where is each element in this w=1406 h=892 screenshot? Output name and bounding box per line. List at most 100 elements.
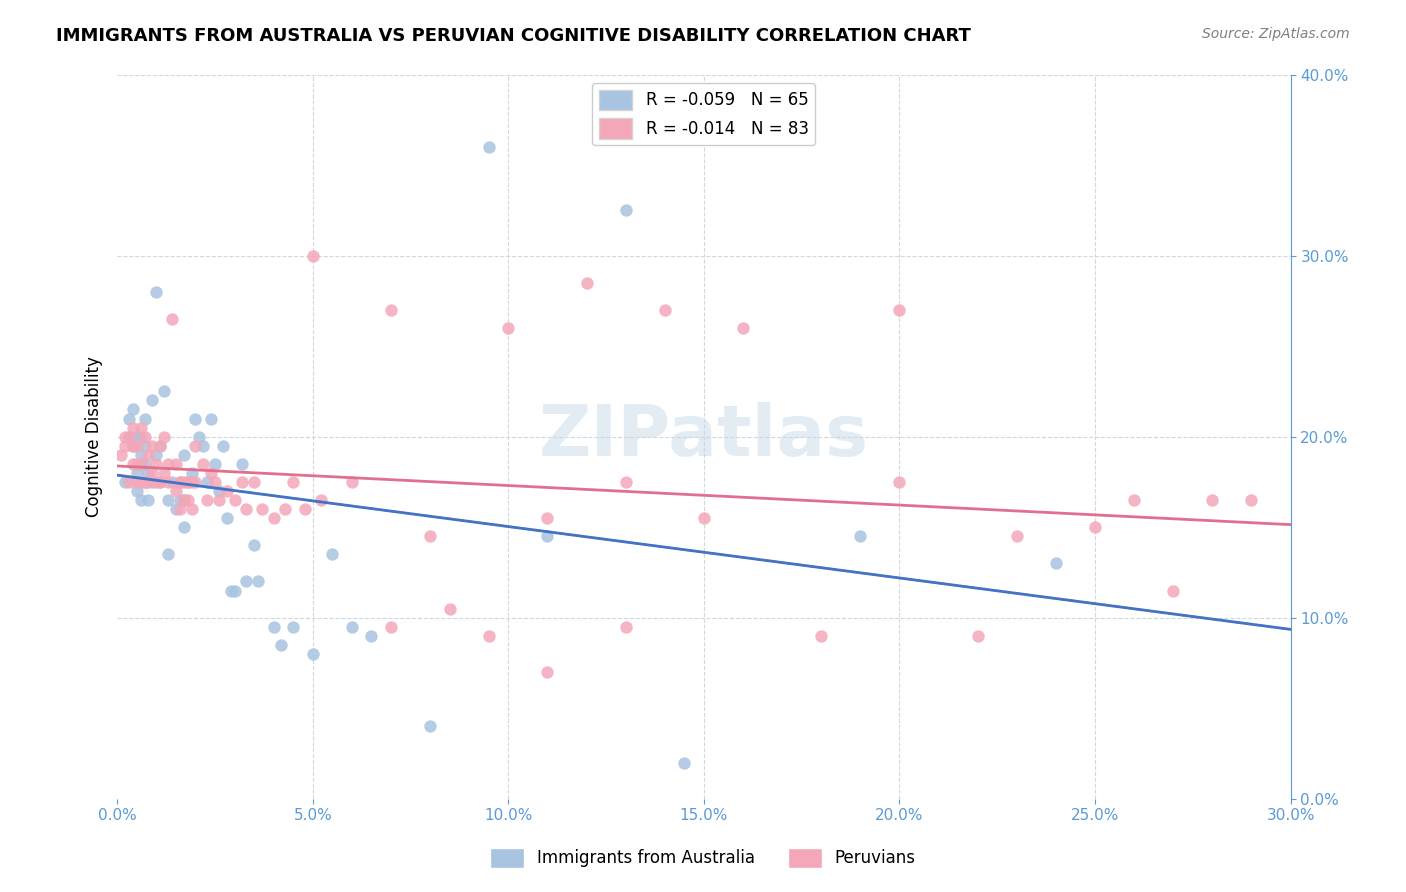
Point: [157, 493, 180, 508]
Point: [134, 430, 156, 444]
Point: [235, 574, 257, 589]
Point: [889, 475, 911, 489]
Point: [224, 583, 246, 598]
Point: [1005, 529, 1028, 543]
Point: [478, 629, 501, 643]
Point: [121, 439, 143, 453]
Point: [121, 439, 143, 453]
Point: [173, 520, 195, 534]
Point: [439, 601, 461, 615]
Text: ZIPatlas: ZIPatlas: [538, 402, 869, 471]
Point: [536, 529, 558, 543]
Point: [118, 475, 141, 489]
Point: [219, 583, 242, 598]
Point: [118, 430, 141, 444]
Point: [138, 466, 160, 480]
Point: [118, 411, 141, 425]
Point: [121, 402, 143, 417]
Point: [536, 511, 558, 525]
Point: [145, 285, 167, 299]
Point: [125, 475, 148, 489]
Point: [169, 502, 191, 516]
Point: [180, 502, 202, 516]
Point: [169, 475, 191, 489]
Point: [138, 448, 160, 462]
Point: [184, 475, 207, 489]
Point: [294, 502, 316, 516]
Point: [340, 620, 363, 634]
Point: [176, 475, 198, 489]
Point: [195, 493, 218, 508]
Point: [1084, 520, 1107, 534]
Point: [380, 302, 402, 317]
Point: [110, 448, 132, 462]
Point: [121, 457, 143, 471]
Point: [138, 475, 160, 489]
Point: [134, 475, 156, 489]
Point: [149, 475, 172, 489]
Point: [134, 475, 156, 489]
Point: [270, 638, 292, 652]
Point: [129, 420, 152, 434]
Point: [810, 629, 832, 643]
Point: [536, 665, 558, 679]
Point: [204, 475, 226, 489]
Point: [243, 538, 266, 552]
Point: [1240, 493, 1263, 508]
Point: [149, 439, 172, 453]
Point: [731, 321, 754, 335]
Point: [380, 620, 402, 634]
Point: [1045, 557, 1067, 571]
Point: [693, 511, 716, 525]
Point: [250, 502, 273, 516]
Point: [188, 430, 211, 444]
Point: [141, 439, 163, 453]
Point: [180, 466, 202, 480]
Point: [301, 249, 323, 263]
Point: [121, 420, 143, 434]
Point: [673, 756, 696, 770]
Point: [134, 457, 156, 471]
Point: [889, 302, 911, 317]
Point: [235, 502, 257, 516]
Point: [141, 393, 163, 408]
Point: [118, 430, 141, 444]
Point: [173, 493, 195, 508]
Point: [1201, 493, 1223, 508]
Point: [193, 439, 215, 453]
Point: [160, 475, 183, 489]
Point: [165, 457, 187, 471]
Point: [145, 457, 167, 471]
Point: [129, 457, 152, 471]
Point: [138, 493, 160, 508]
Legend: R = -0.059   N = 65, R = -0.014   N = 83: R = -0.059 N = 65, R = -0.014 N = 83: [592, 83, 815, 145]
Point: [153, 384, 176, 399]
Point: [215, 511, 238, 525]
Text: Source: ZipAtlas.com: Source: ZipAtlas.com: [1202, 27, 1350, 41]
Point: [283, 475, 305, 489]
Point: [145, 448, 167, 462]
Point: [169, 493, 191, 508]
Point: [1123, 493, 1146, 508]
Point: [419, 719, 441, 733]
Point: [180, 475, 202, 489]
Point: [184, 439, 207, 453]
Point: [243, 475, 266, 489]
Text: IMMIGRANTS FROM AUSTRALIA VS PERUVIAN COGNITIVE DISABILITY CORRELATION CHART: IMMIGRANTS FROM AUSTRALIA VS PERUVIAN CO…: [56, 27, 972, 45]
Point: [165, 502, 187, 516]
Point: [231, 457, 253, 471]
Point: [283, 620, 305, 634]
Point: [274, 502, 297, 516]
Point: [134, 439, 156, 453]
Point: [157, 547, 180, 561]
Point: [200, 411, 222, 425]
Point: [134, 411, 156, 425]
Point: [129, 457, 152, 471]
Point: [614, 475, 637, 489]
Point: [204, 457, 226, 471]
Point: [224, 493, 246, 508]
Point: [614, 203, 637, 218]
Point: [153, 430, 176, 444]
Point: [231, 475, 253, 489]
Point: [575, 276, 598, 290]
